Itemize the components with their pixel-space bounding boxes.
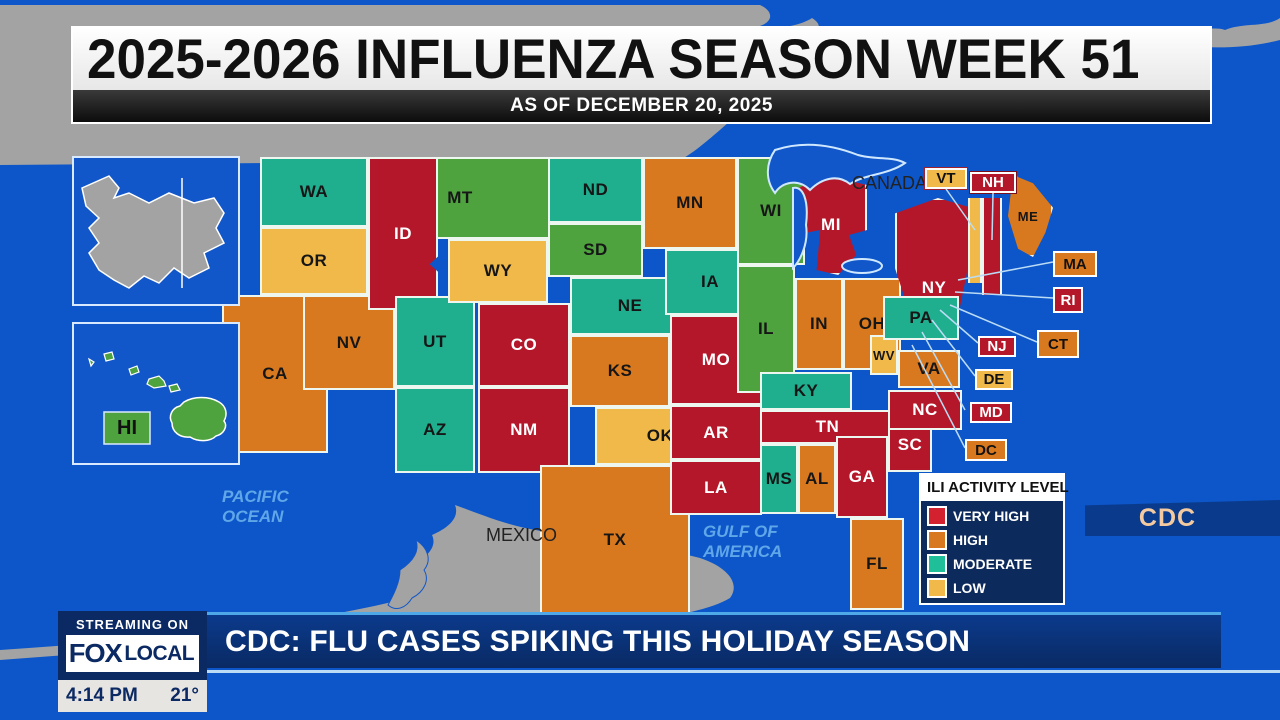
- svg-text:HI: HI: [117, 417, 137, 439]
